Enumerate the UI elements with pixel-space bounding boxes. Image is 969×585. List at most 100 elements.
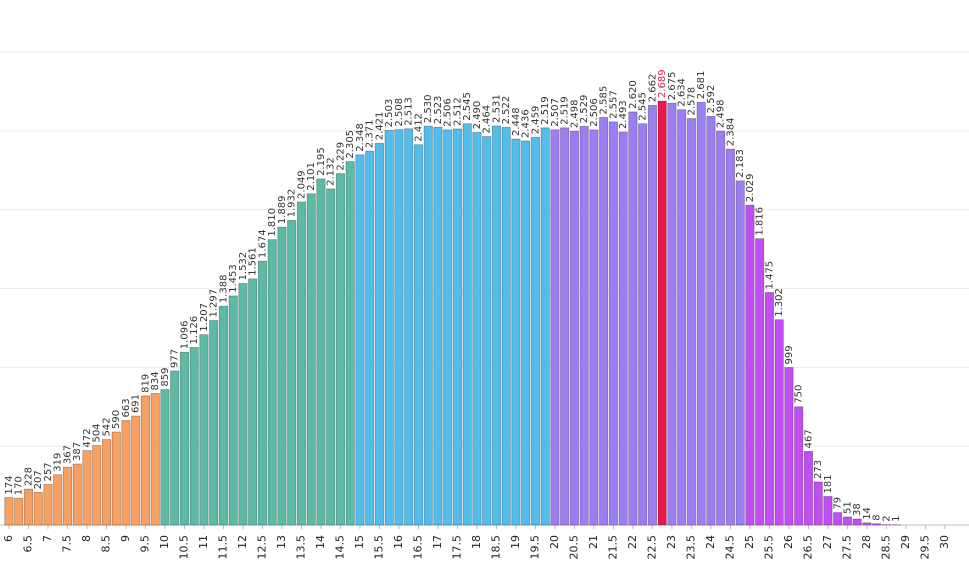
x-tick-label: 11 xyxy=(197,535,210,549)
value-label: 2.132 xyxy=(326,157,337,186)
x-tick-label: 13 xyxy=(275,535,288,549)
x-tick-label: 27.5 xyxy=(840,535,853,560)
value-label: 1 xyxy=(891,515,902,521)
x-tick-label: 16.5 xyxy=(411,535,424,560)
value-label: 51 xyxy=(842,501,853,514)
value-label: 387 xyxy=(72,442,83,461)
x-tick-label: 15 xyxy=(353,535,366,549)
bar xyxy=(569,130,579,526)
bar xyxy=(774,319,784,526)
value-label: 2.519 xyxy=(540,96,551,125)
value-label: 2.578 xyxy=(686,87,697,116)
value-label: 834 xyxy=(150,371,161,390)
x-tick-label: 25.5 xyxy=(762,535,775,560)
x-tick-label: 24 xyxy=(704,535,717,549)
value-label: 1.561 xyxy=(248,247,259,276)
x-tick-label: 18.5 xyxy=(489,535,502,560)
value-label: 542 xyxy=(101,417,112,436)
bar xyxy=(579,125,589,526)
value-label: 2.557 xyxy=(608,90,619,119)
value-label: 1.475 xyxy=(764,261,775,290)
bar xyxy=(813,481,823,526)
bar xyxy=(121,420,131,526)
value-label: 2.585 xyxy=(599,86,610,115)
bar xyxy=(735,180,745,526)
bar xyxy=(33,492,43,526)
value-label: 2.530 xyxy=(423,94,434,123)
bar xyxy=(326,188,336,526)
value-label: 2.448 xyxy=(511,107,522,136)
x-tick-label: 19.5 xyxy=(528,535,541,560)
x-tick-label: 28.5 xyxy=(879,535,892,560)
x-tick-label: 14.5 xyxy=(333,535,346,560)
bar xyxy=(521,140,531,526)
bar xyxy=(842,516,852,526)
x-tick-label: 30 xyxy=(938,535,951,549)
x-tick-label: 24.5 xyxy=(723,535,736,560)
bar xyxy=(716,130,726,526)
value-label: 2.183 xyxy=(735,149,746,178)
bar xyxy=(755,238,765,526)
bar xyxy=(803,451,813,526)
x-tick-label: 20 xyxy=(548,535,561,549)
bar xyxy=(111,431,121,526)
bar xyxy=(101,439,112,526)
x-tick-label: 17 xyxy=(431,535,444,549)
x-tick-label: 21.5 xyxy=(606,535,619,560)
bar xyxy=(170,370,180,526)
bar xyxy=(764,292,774,526)
bar xyxy=(501,127,511,526)
x-tick-label: 26.5 xyxy=(801,535,814,560)
value-label: 1.810 xyxy=(267,208,278,237)
value-label: 2.305 xyxy=(345,130,356,159)
value-label: 2.459 xyxy=(530,106,541,135)
bar xyxy=(589,129,599,526)
bar xyxy=(560,127,570,526)
value-label: 2.681 xyxy=(696,71,707,100)
bar xyxy=(335,173,345,526)
bar xyxy=(540,127,550,526)
value-label: 2.412 xyxy=(413,113,424,142)
x-tick-label: 16 xyxy=(392,535,405,549)
bar xyxy=(238,283,248,526)
bar xyxy=(384,130,394,526)
value-label: 1.302 xyxy=(774,288,785,317)
bar xyxy=(677,109,687,526)
bar xyxy=(257,260,267,526)
x-tick-label: 12.5 xyxy=(255,535,268,560)
bar xyxy=(725,148,735,526)
bar xyxy=(306,193,316,526)
bar xyxy=(618,131,628,526)
x-tick-label: 17.5 xyxy=(450,535,463,560)
value-label: 590 xyxy=(111,410,122,429)
value-label: 819 xyxy=(140,374,151,393)
x-tick-label: 19 xyxy=(509,535,522,549)
value-label: 79 xyxy=(833,497,844,510)
bar xyxy=(179,351,190,526)
value-label: 14 xyxy=(862,507,873,520)
value-label: 367 xyxy=(62,445,73,464)
value-label: 2.049 xyxy=(296,170,307,199)
bar xyxy=(550,129,560,526)
value-label: 467 xyxy=(803,429,814,448)
bar xyxy=(599,117,609,526)
x-tick-label: 15.5 xyxy=(372,535,385,560)
bar xyxy=(852,518,862,526)
bar xyxy=(374,142,384,526)
bar xyxy=(482,136,492,526)
x-tick-label: 21 xyxy=(587,535,600,549)
value-label: 2.545 xyxy=(638,92,649,121)
x-tick-label: 9.5 xyxy=(138,535,151,553)
bar xyxy=(657,100,667,526)
value-label: 472 xyxy=(82,428,93,447)
x-tick-label: 25 xyxy=(743,535,756,549)
value-label: 1.388 xyxy=(218,275,229,304)
value-label: 2.498 xyxy=(569,100,580,129)
value-label: 504 xyxy=(92,423,103,442)
bar xyxy=(423,125,433,526)
bar xyxy=(696,101,706,526)
bar xyxy=(4,497,14,526)
value-label: 1.889 xyxy=(277,196,288,225)
x-tick-label: 26 xyxy=(782,535,795,549)
